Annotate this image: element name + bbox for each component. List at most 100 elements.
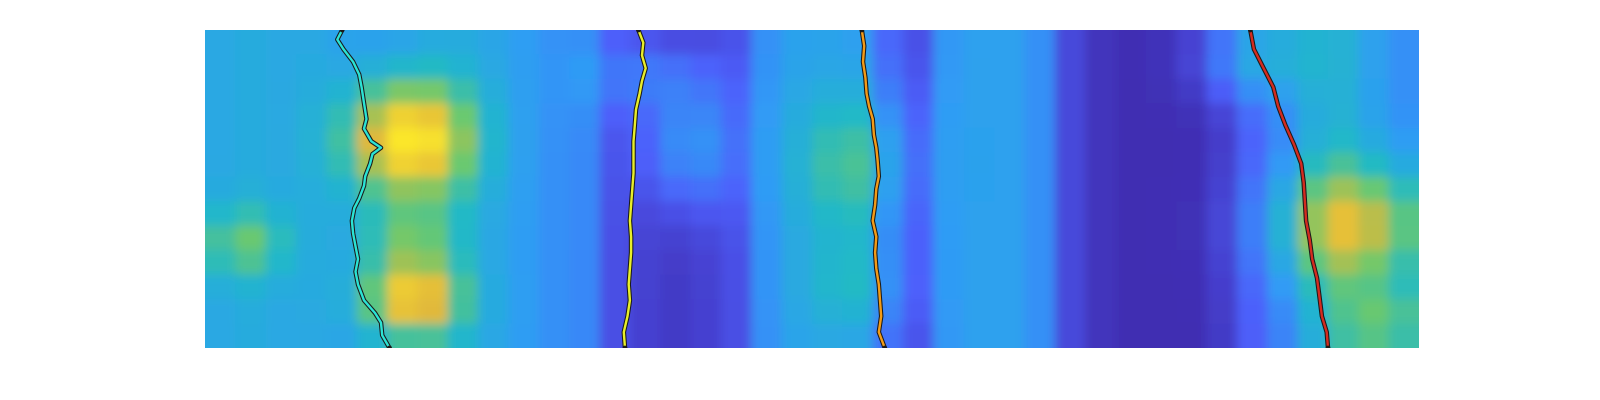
heatmap-cell [508,152,540,178]
trace-4-start-point [1247,30,1253,33]
heatmap-cell [538,201,570,227]
heatmap-cell [1388,127,1419,154]
heatmap-cell [629,225,662,251]
heatmap-cell [569,250,601,276]
heatmap-cell [812,54,844,80]
heatmap-cell [205,103,206,129]
heatmap-cell [903,78,935,105]
heatmap-cell [963,323,995,348]
heatmap-cell [326,176,358,203]
heatmap-cell [1176,323,1208,348]
heatmap-cell [720,274,753,300]
heatmap-cell [1206,30,1238,31]
heatmap-cell [538,103,570,129]
heatmap-cell [660,250,692,276]
heatmap-cell [538,127,570,154]
heatmap-cell [933,103,965,129]
heatmap-cell [1054,127,1086,154]
heatmap-cell [933,54,965,80]
heatmap-cell [933,78,965,105]
heatmap-cell [205,176,237,203]
trace-line-1 [336,30,391,348]
heatmap-cell [599,201,631,227]
heatmap-cell [933,176,965,203]
heatmap-cell [660,299,692,325]
heatmap-cell [235,30,267,56]
heatmap-cell [1419,103,1450,128]
heatmap-cell [1358,274,1390,300]
heatmap-cell [812,225,844,251]
heatmap-cell [812,299,844,325]
heatmap-cell [872,299,904,325]
heatmap-cell [812,103,844,129]
heatmap-cell [903,30,935,31]
heatmap-cell [903,152,935,178]
heatmap-cell [387,176,419,203]
heatmap-cell [690,201,722,227]
heatmap-cell [1388,103,1419,129]
heatmap-cell [205,201,237,227]
heatmap-cell [447,274,479,300]
heatmap-cell [933,225,965,251]
heatmap-cell [720,299,753,325]
heatmap-cell [963,152,995,178]
heatmap-cell [235,78,267,105]
heatmap-cell [387,103,419,129]
heatmap-cell [690,176,722,203]
heatmap-cell [447,54,479,80]
heatmap-cell [1024,299,1056,325]
heatmap-cell [478,348,509,373]
heatmap-cell [1267,274,1299,300]
heatmap-cell [508,30,540,56]
heatmap-cell [994,127,1026,154]
heatmap-cell [1358,152,1390,178]
heatmap-cell [751,176,783,203]
heatmap-cell [265,152,297,178]
heatmap-cell [296,54,328,80]
heatmap-cell [417,299,449,325]
heatmap-cell [1237,348,1268,373]
heatmap-cell [690,152,722,178]
heatmap-cell [812,201,844,227]
heatmap-cell [1176,250,1208,276]
heatmap-cell [1419,152,1450,177]
heatmap-cell [1085,323,1117,348]
heatmap-cell [417,54,449,80]
heatmap-cell [629,274,662,300]
heatmap-cell [1115,323,1147,348]
heatmap-cell [417,274,449,300]
heatmap-cell [1267,176,1299,203]
heatmap-cell [296,30,328,31]
heatmap-cell [1419,128,1450,153]
heatmap-cell [1054,78,1086,105]
heatmap-cell [1024,176,1056,203]
heatmap-cell [235,225,267,251]
heatmap-cell [994,78,1026,105]
heatmap-cell [1145,323,1177,348]
heatmap-cell [1024,30,1056,31]
heatmap-cell [508,225,540,251]
heatmap-cell [478,225,510,251]
heatmap-cell [1327,176,1360,203]
heatmap-cell [963,30,995,56]
heatmap-cell [569,103,601,129]
heatmap-cell [903,54,935,80]
heatmap-cell [1054,225,1086,251]
heatmap-cell [417,30,449,31]
heatmap-cell [296,323,328,348]
heatmap-cell [629,78,662,105]
heatmap-cell [1388,323,1419,348]
heatmap-cell [1236,127,1269,154]
heatmap-cell [326,103,358,129]
heatmap-cell [326,274,358,300]
heatmap-cell [235,348,266,373]
heatmap-cell [994,176,1026,203]
heatmap-cell [1176,274,1208,300]
trace-2-end-point [622,345,628,348]
heatmap-cell [1176,30,1208,56]
heatmap-cell [1236,225,1269,251]
heatmap-cell [1389,348,1420,373]
heatmap-cell [205,152,237,178]
heatmap-cell [1297,201,1329,227]
